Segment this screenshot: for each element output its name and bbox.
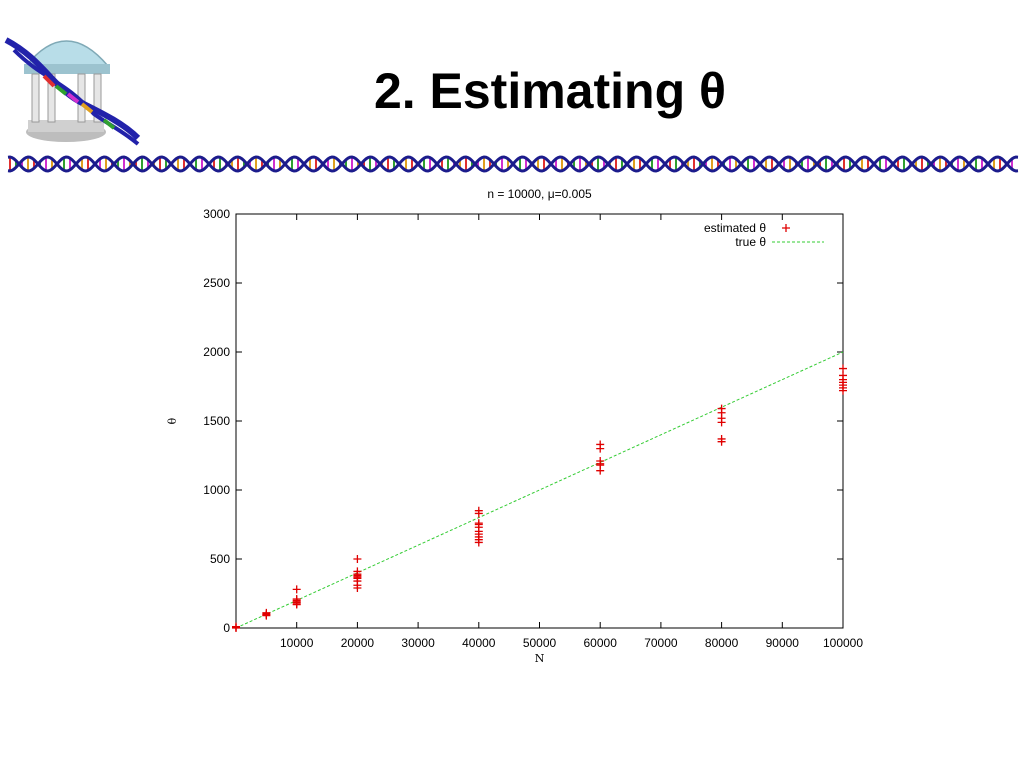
scatter-chart: n = 10000, μ=0.005 0 500 1000 1500 2000 2500 30…: [166, 187, 863, 662]
estimate-point: [232, 623, 240, 632]
estimate-point: [262, 611, 271, 620]
x-tick-label: 90000: [766, 636, 800, 650]
estimate-point: [839, 386, 847, 395]
x-tick-label: 80000: [705, 636, 739, 650]
estimate-point: [353, 583, 362, 592]
legend-marker-estimated: [782, 224, 790, 232]
x-tick-label: 10000: [280, 636, 314, 650]
estimate-point: [292, 600, 301, 609]
page-title: 2. Estimating θ: [373, 63, 727, 119]
estimate-point: [596, 444, 605, 453]
estimate-point: [717, 418, 726, 427]
y-tick-label: 0: [223, 621, 230, 635]
x-tick-label: 50000: [523, 636, 557, 650]
estimate-point: [839, 364, 847, 373]
y-tick-label: 1000: [203, 483, 230, 497]
plot-frame: [235, 213, 844, 629]
x-tick-label: 100000: [823, 636, 863, 650]
estimate-point: [474, 509, 483, 518]
y-tick-label: 500: [210, 552, 230, 566]
chart-title: n = 10000, μ=0.005: [487, 187, 592, 201]
x-tick-label: 30000: [401, 636, 435, 650]
y-tick-label: 3000: [203, 207, 230, 221]
dna-helix-border-icon: [7, 155, 1019, 173]
x-axis-label: N: [535, 652, 545, 662]
legend-label-estimated: estimated θ: [704, 221, 766, 235]
estimate-point: [596, 466, 605, 475]
x-tick-label: 20000: [341, 636, 375, 650]
estimate-point: [353, 555, 362, 563]
estimate-point: [474, 538, 483, 547]
estimate-point: [292, 585, 301, 594]
unc-old-well-dna-logo: [4, 37, 141, 146]
y-axis-label: θ: [166, 417, 179, 424]
estimate-point: [717, 437, 726, 446]
y-tick-label: 1500: [203, 414, 230, 428]
legend-label-true: true θ: [735, 235, 766, 249]
y-tick-label: 2500: [203, 276, 230, 290]
x-tick-label: 70000: [644, 636, 678, 650]
x-tick-label: 40000: [462, 636, 496, 650]
true-theta-line: [235, 351, 844, 629]
y-tick-label: 2000: [203, 345, 230, 359]
x-tick-label: 60000: [584, 636, 618, 650]
